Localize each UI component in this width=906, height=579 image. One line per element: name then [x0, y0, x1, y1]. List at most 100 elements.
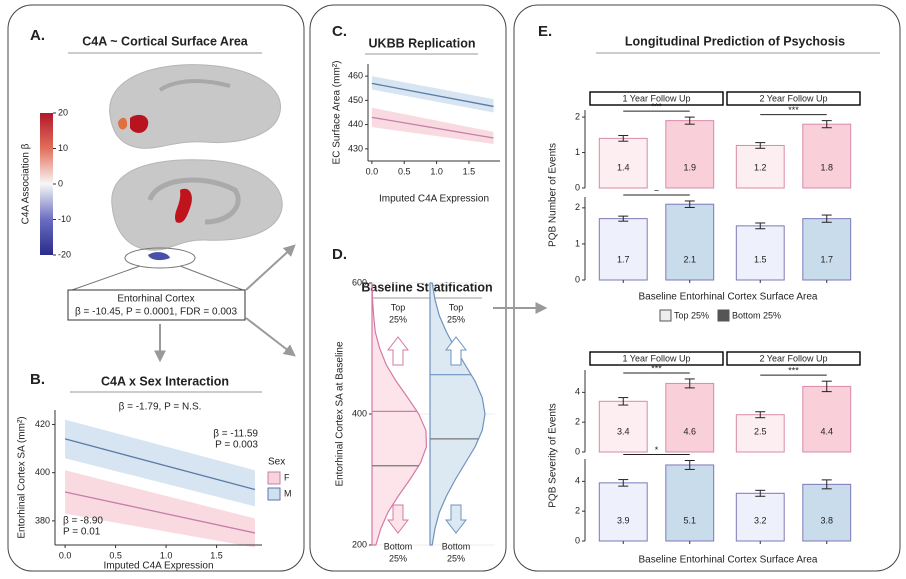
y-tick-label: 2 [575, 417, 580, 427]
y-tick-label: 460 [348, 71, 363, 81]
x-tick-label: 1.0 [430, 166, 443, 176]
panel-label: B. [30, 371, 45, 388]
value-label: 1.4 [617, 162, 630, 172]
bar [803, 219, 851, 280]
y-axis-title: PQB Number of Events [548, 143, 559, 247]
arrow [246, 246, 294, 290]
x-axis-title: Imputed C4A Expression [379, 194, 489, 205]
colorbar-tick-label: 0 [58, 178, 63, 188]
panel-label: A. [30, 27, 45, 44]
legend-label: Bottom 25% [732, 310, 781, 320]
value-label: 2.1 [683, 254, 696, 264]
y-tick-label: 450 [348, 95, 363, 105]
value-label: 1.7 [617, 254, 630, 264]
callout-line [180, 266, 243, 290]
legend-swatch [268, 488, 280, 500]
stratum-label: 25% [447, 553, 465, 563]
value-label: 1.9 [683, 162, 696, 172]
significance-label: *** [788, 105, 799, 115]
value-label: 1.8 [820, 162, 833, 172]
bar [599, 483, 647, 541]
significance-label: *** [651, 363, 662, 373]
y-tick-label: 400 [35, 467, 50, 477]
bar [803, 124, 851, 188]
value-label: 1.2 [754, 162, 767, 172]
panel-title: C4A x Sex Interaction [101, 374, 229, 388]
down-arrow [388, 505, 408, 533]
significance-label: ~ [654, 185, 659, 195]
callout-title: Entorhinal Cortex [117, 294, 194, 305]
brain-lateral [110, 65, 281, 149]
y-axis-title: Entorhinal Cortex SA at Baseline [335, 341, 346, 487]
x-tick-label: 1.5 [463, 166, 476, 176]
annotation: β = -11.59 [213, 428, 258, 439]
bar [803, 386, 851, 452]
bar [736, 226, 784, 280]
y-tick-label: 600 [352, 277, 367, 287]
panel-title: UKBB Replication [369, 36, 476, 50]
panel-label: D. [332, 246, 347, 263]
value-label: 3.4 [617, 426, 630, 436]
y-tick-label: 4 [575, 476, 580, 486]
colorbar-tick-label: -10 [58, 214, 71, 224]
y-tick-label: 430 [348, 143, 363, 153]
panel-title: Longitudinal Prediction of Psychosis [625, 34, 845, 48]
colorbar-tick-label: -20 [58, 249, 71, 259]
x-tick-label: 0.5 [398, 166, 411, 176]
y-tick-label: 0 [575, 535, 580, 545]
panel-label: E. [538, 23, 552, 40]
annotation: P = 0.003 [215, 439, 258, 450]
significance-label: *** [651, 101, 662, 111]
y-axis-title: PQB Severity of Events [548, 403, 559, 508]
annotation: P = 0.01 [63, 527, 101, 538]
figure: A. C4A ~ Cortical Surface Area C4A Assoc… [0, 0, 906, 579]
y-tick-label: 1 [575, 147, 580, 157]
value-label: 4.6 [683, 426, 696, 436]
facet-label: 2 Year Follow Up [759, 353, 827, 363]
subtitle: β = -1.79, P = N.S. [119, 402, 202, 413]
value-label: 1.7 [820, 254, 833, 264]
stratum-label: 25% [389, 314, 407, 324]
y-tick-label: 0 [575, 446, 580, 456]
ribbon [372, 108, 494, 144]
bar [666, 204, 714, 280]
colorbar [40, 113, 53, 255]
y-axis-title: Entorhinal Cortex SA (mm²) [17, 416, 28, 538]
x-tick-label: 0.0 [366, 166, 379, 176]
stratum-label: 25% [447, 314, 465, 324]
stratum-label: Bottom [384, 541, 413, 551]
legend-label: M [284, 488, 292, 498]
brain-medial [112, 160, 282, 260]
value-label: 1.5 [754, 254, 767, 264]
legend-swatch [268, 472, 280, 484]
y-tick-label: 4 [575, 387, 580, 397]
y-tick-label: 1 [575, 238, 580, 248]
y-tick-label: 380 [35, 515, 50, 525]
significance-label: * [655, 445, 659, 455]
stratum-label: Bottom [442, 541, 471, 551]
annotation: β = -8.90 [63, 516, 103, 527]
bar [666, 121, 714, 188]
up-arrow [388, 337, 408, 365]
stratum-label: Top [391, 302, 406, 312]
colorbar-title: C4A Association β [21, 143, 32, 224]
legend-label: F [284, 472, 290, 482]
arrow [246, 318, 294, 355]
value-label: 2.5 [754, 426, 767, 436]
y-tick-label: 2 [575, 202, 580, 212]
y-tick-label: 400 [352, 408, 367, 418]
facet-label: 2 Year Follow Up [759, 93, 827, 103]
y-tick-label: 200 [352, 539, 367, 549]
x-axis-title: Imputed C4A Expression [103, 561, 213, 572]
legend-swatch [718, 310, 729, 321]
x-tick-label: 1.5 [210, 550, 223, 560]
bar [666, 383, 714, 452]
x-tick-label: 0.0 [59, 550, 72, 560]
y-tick-label: 2 [575, 506, 580, 516]
y-tick-label: 2 [575, 111, 580, 121]
x-axis-title: Baseline Entorhinal Cortex Surface Area [639, 292, 818, 303]
panel-label: C. [332, 23, 347, 40]
y-axis-title: EC Surface Area (mm²) [332, 61, 343, 165]
trend-line [372, 83, 494, 106]
value-label: 4.4 [820, 426, 833, 436]
